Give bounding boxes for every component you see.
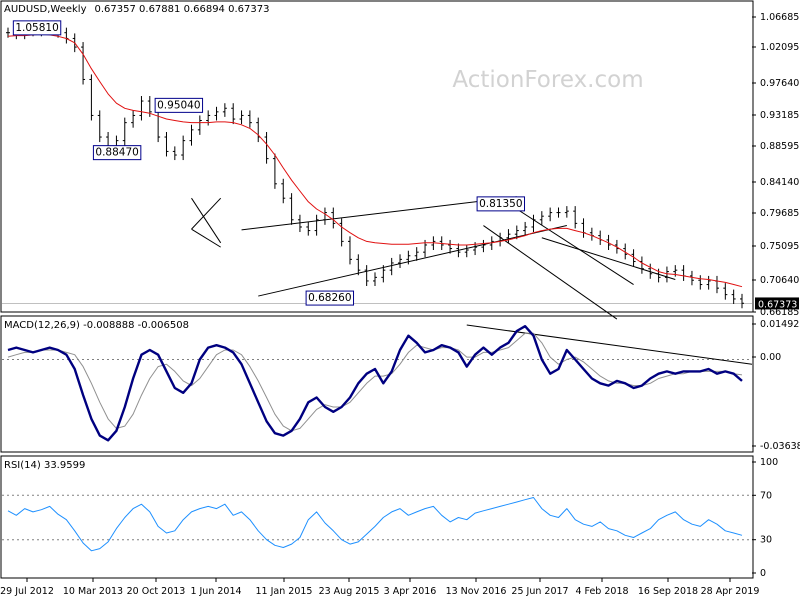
rsi-y-tick-label-3: 0 — [760, 568, 766, 579]
price-y-tick-label-1: 1.02095 — [760, 42, 799, 53]
price-annotation-0: 1.05810 — [12, 20, 62, 36]
macd-panel-frame — [0, 315, 754, 453]
rsi-panel-title: RSI(14) 33.9599 — [4, 460, 85, 471]
price-y-tick-label-0: 1.06685 — [760, 12, 799, 23]
macd-line — [7, 325, 743, 442]
price-annotation-label-1: 0.95040 — [157, 99, 200, 111]
x-tick-label-6: 3 Apr 2016 — [384, 586, 437, 597]
price-bars — [6, 23, 744, 309]
macd-y-tick-label-0: 0.014925 — [760, 319, 800, 330]
current-price-tag-label: 0.67373 — [758, 299, 797, 310]
macd-y-tick-label-2: -0.036389 — [760, 441, 800, 452]
trendline-1 — [191, 228, 221, 248]
series-layer — [7, 33, 743, 552]
price-annotation-label-2: 0.88470 — [95, 147, 138, 159]
trendline-7 — [541, 237, 676, 280]
x-tick-label-11: 28 Apr 2019 — [701, 586, 760, 597]
macd-signal-line — [7, 332, 743, 432]
trendline-6 — [483, 225, 618, 320]
price-y-tick-label-4: 0.88595 — [760, 141, 799, 152]
rsi-y-tick-label-0: 100 — [760, 457, 778, 468]
price-annotation-box-0 — [12, 20, 62, 36]
trendlines — [191, 196, 753, 365]
trendline-3 — [241, 196, 517, 231]
price-y-tick-label-5: 0.84140 — [760, 177, 799, 188]
price-annotation-box-4 — [476, 196, 526, 212]
x-tick-label-10: 16 Sep 2018 — [638, 586, 698, 597]
price-annotation-4: 0.81350 — [476, 196, 526, 212]
price-annotation-3: 0.68260 — [305, 290, 355, 306]
x-tick-label-3: 1 Jun 2014 — [190, 586, 241, 597]
price-annotation-label-3: 0.68260 — [308, 292, 351, 304]
price-y-tick-label-6: 0.79685 — [760, 208, 799, 219]
watermark: ActionForex.com — [452, 67, 643, 93]
trendline-0 — [191, 197, 222, 244]
current-price-tag — [755, 297, 799, 310]
macd-y-tick-label-1: 0.00 — [760, 352, 781, 363]
grid-layer — [2, 302, 752, 541]
price-annotation-box-2 — [92, 145, 142, 161]
x-tick-label-4: 11 Jan 2015 — [256, 586, 313, 597]
price-annotation-box-3 — [305, 290, 355, 306]
price-annotation-1: 0.95040 — [154, 97, 204, 113]
trendline-2 — [191, 197, 222, 230]
x-tick-label-9: 4 Feb 2018 — [575, 586, 628, 597]
x-tick-label-1: 10 Mar 2013 — [63, 586, 123, 597]
moving-average-line — [7, 33, 743, 288]
price-annotation-label-0: 1.05810 — [15, 22, 58, 34]
price-annotation-box-1 — [154, 97, 204, 113]
price-annotation-label-4: 0.81350 — [479, 198, 522, 210]
x-tick-label-7: 13 Nov 2016 — [446, 586, 507, 597]
rsi-y-tick-label-1: 70 — [760, 490, 772, 501]
x-tick-label-8: 25 Jun 2017 — [511, 586, 568, 597]
rsi-line — [7, 497, 743, 552]
x-tick-label-5: 23 Aug 2015 — [319, 586, 380, 597]
price-annotation-2: 0.88470 — [92, 145, 142, 161]
x-tick-label-0: 29 Jul 2012 — [0, 586, 54, 597]
price-y-tick-label-7: 0.75095 — [760, 241, 799, 252]
rsi-panel-frame — [0, 455, 754, 579]
price-y-tick-label-9: 0.66185 — [760, 307, 799, 318]
price-panel-frame — [0, 0, 754, 313]
trendline-5 — [499, 197, 634, 285]
price-y-tick-label-3: 0.93185 — [760, 110, 799, 121]
price-y-tick-label-8: 0.70640 — [760, 275, 799, 286]
macd-trendline — [466, 324, 753, 365]
axis-layer: 1.06685 1.02095 0.97640 0.93185 0.88595 0.841… — [0, 12, 800, 597]
trendline-4 — [258, 225, 567, 297]
rsi-y-tick-label-2: 30 — [760, 535, 772, 546]
price-y-tick-label-2: 0.97640 — [760, 78, 799, 89]
x-tick-label-2: 20 Oct 2013 — [127, 586, 186, 597]
label-layer: 1.05810 0.95040 0.88470 0.68260 0.81350 — [12, 20, 526, 306]
price-panel-title: AUDUSD,Weekly 0.67357 0.67881 0.66894 0.6… — [4, 4, 269, 15]
macd-panel-title: MACD(12,26,9) -0.008888 -0.006508 — [4, 320, 189, 331]
